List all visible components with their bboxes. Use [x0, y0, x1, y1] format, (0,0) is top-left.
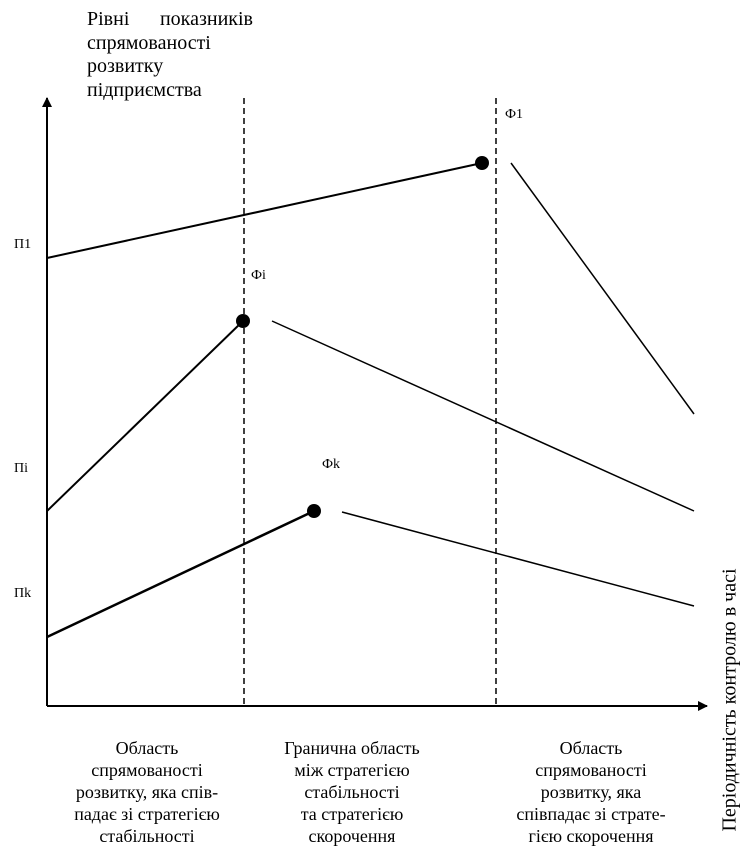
- point-f1: [475, 156, 489, 170]
- point-label-fi: Фі: [251, 268, 266, 283]
- trajectory-pk-rise: [46, 509, 315, 639]
- level-label-pk: Пk: [14, 586, 31, 601]
- trajectory-pi-decline: [271, 320, 695, 512]
- point-label-fk: Фk: [322, 457, 340, 472]
- trajectory-p1-decline: [510, 162, 695, 415]
- region-label-reduction: Область спрямованості розвитку, яка спів…: [516, 738, 666, 846]
- y-axis-title: Рівні показників спрямованості розвитку …: [87, 8, 253, 101]
- x-axis-title: Періодичність контролю в часі: [718, 568, 741, 832]
- point-fi: [236, 314, 250, 328]
- trajectory-p1-rise: [46, 162, 483, 259]
- point-fk: [307, 504, 321, 518]
- level-label-p1: П1: [14, 237, 31, 252]
- point-label-f1: Ф1: [505, 107, 523, 122]
- trajectory-pi-rise: [46, 320, 244, 512]
- region-label-stability: Область спрямованості розвитку, яка спів…: [74, 738, 220, 846]
- trajectory-pk-decline: [341, 511, 695, 607]
- region-label-boundary: Гранична область між стратегією стабільн…: [284, 738, 420, 846]
- level-label-pi: Пі: [14, 461, 28, 476]
